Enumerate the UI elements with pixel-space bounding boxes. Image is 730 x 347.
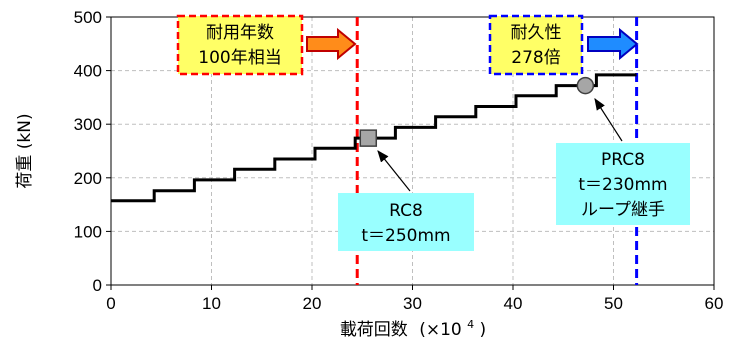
annotation-rc8-box	[338, 193, 474, 251]
x-tick-label: 50	[604, 294, 623, 313]
annotation-prc8-line1: PRC8	[601, 150, 645, 170]
y-tick-label: 300	[74, 115, 102, 134]
annotation-durability-line2: 278倍	[511, 48, 560, 68]
annotation-durability: 耐久性 278倍	[488, 14, 584, 76]
annotation-rc8: RC8 t＝250mm	[338, 193, 474, 251]
x-tick-label: 0	[106, 294, 115, 313]
annotation-prc8: PRC8 t＝230mm ループ継手	[556, 143, 690, 225]
y-tick-label: 500	[74, 8, 102, 27]
x-axis-title-unit: (×10	[419, 320, 462, 340]
annotation-rc8-line2: t＝250mm	[361, 226, 450, 246]
x-tick-label: 20	[303, 294, 322, 313]
annotation-prc8-line3: ループ継手	[581, 200, 665, 220]
prc8-pointer-arrow	[594, 97, 623, 142]
annotation-rc8-line1: RC8	[389, 201, 423, 221]
x-axis-title-main: 載荷回数	[340, 320, 408, 340]
y-tick-label: 200	[74, 169, 102, 188]
orange-arrow	[306, 27, 357, 61]
annotation-service-life-line2: 100年相当	[198, 48, 281, 68]
rc8-pointer-arrow	[377, 150, 411, 192]
axis-ticks: 0 100 200 300 400 500 0 10 20 30 40 50 60	[74, 8, 724, 313]
y-tick-label: 100	[74, 222, 102, 241]
x-axis-title: 載荷回数 (×10 4 )	[340, 313, 486, 340]
x-axis-title-exp: 4	[467, 318, 474, 331]
circle-marker	[576, 76, 595, 95]
x-tick-label: 30	[403, 294, 422, 313]
y-tick-label: 0	[93, 276, 102, 295]
y-axis-title: 荷重 (kN)	[15, 113, 35, 188]
annotation-prc8-line2: t＝230mm	[578, 175, 667, 195]
annotation-durability-line1: 耐久性	[511, 23, 562, 43]
annotation-durability-box	[488, 14, 584, 76]
x-axis-title-close: )	[480, 320, 487, 340]
annotation-prc8-box	[556, 143, 690, 225]
annotation-service-life: 耐用年数 100年相当	[176, 14, 304, 76]
x-tick-label: 60	[705, 294, 724, 313]
blue-arrow	[587, 27, 639, 61]
x-tick-label: 10	[202, 294, 221, 313]
data-markers	[359, 76, 595, 147]
square-marker	[359, 129, 378, 147]
annotation-service-life-line1: 耐用年数	[206, 23, 274, 43]
x-tick-label: 40	[504, 294, 523, 313]
annotation-service-life-box	[176, 14, 304, 76]
y-tick-label: 400	[74, 62, 102, 81]
